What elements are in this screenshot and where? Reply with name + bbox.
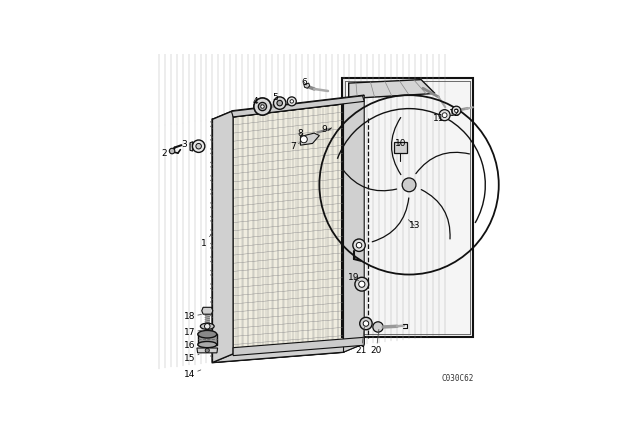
Circle shape — [170, 148, 175, 154]
Polygon shape — [198, 334, 217, 345]
Polygon shape — [232, 96, 364, 117]
Text: 7: 7 — [290, 142, 301, 151]
Ellipse shape — [198, 331, 217, 338]
Polygon shape — [212, 111, 233, 362]
Circle shape — [287, 97, 296, 106]
FancyArrowPatch shape — [392, 117, 401, 175]
Text: 3: 3 — [181, 140, 191, 149]
Text: 16: 16 — [184, 341, 198, 350]
Ellipse shape — [200, 323, 214, 329]
Polygon shape — [304, 83, 310, 88]
Circle shape — [300, 136, 307, 143]
Polygon shape — [202, 307, 212, 314]
Polygon shape — [233, 337, 364, 356]
Polygon shape — [212, 95, 364, 119]
Polygon shape — [212, 104, 344, 362]
Polygon shape — [300, 133, 319, 145]
Circle shape — [356, 242, 362, 248]
Text: 6: 6 — [301, 78, 307, 86]
Circle shape — [193, 140, 205, 152]
Text: 17: 17 — [184, 328, 203, 337]
Polygon shape — [344, 95, 364, 352]
Text: 12: 12 — [449, 108, 461, 117]
Circle shape — [363, 321, 369, 326]
Text: 21: 21 — [356, 327, 367, 355]
Text: 11: 11 — [433, 114, 445, 123]
Text: 5: 5 — [273, 94, 278, 103]
Circle shape — [205, 323, 210, 329]
FancyArrowPatch shape — [343, 170, 397, 191]
Text: 14: 14 — [184, 370, 201, 379]
Circle shape — [273, 97, 286, 109]
FancyArrowPatch shape — [416, 152, 470, 174]
Text: 4: 4 — [253, 97, 262, 106]
FancyArrowPatch shape — [372, 198, 409, 242]
Circle shape — [360, 317, 372, 330]
Text: 15: 15 — [184, 353, 199, 362]
Text: 13: 13 — [408, 220, 420, 230]
Circle shape — [402, 178, 416, 192]
Circle shape — [353, 239, 365, 251]
Circle shape — [442, 113, 447, 117]
Polygon shape — [197, 348, 218, 353]
Text: 8: 8 — [298, 129, 303, 138]
Text: 18: 18 — [184, 312, 202, 321]
Circle shape — [260, 105, 264, 108]
Circle shape — [373, 322, 383, 332]
Text: 9: 9 — [322, 125, 328, 134]
Circle shape — [452, 106, 461, 115]
Ellipse shape — [198, 341, 217, 348]
Circle shape — [355, 277, 369, 291]
Text: 2: 2 — [161, 149, 170, 158]
Text: 20: 20 — [371, 329, 382, 355]
Polygon shape — [394, 142, 406, 153]
Polygon shape — [190, 142, 193, 151]
Circle shape — [254, 98, 271, 115]
Circle shape — [205, 349, 209, 353]
Polygon shape — [349, 80, 435, 99]
Text: 19: 19 — [348, 273, 360, 283]
Polygon shape — [212, 344, 364, 362]
FancyArrowPatch shape — [421, 190, 450, 239]
Circle shape — [259, 103, 267, 111]
Circle shape — [439, 110, 450, 121]
Text: 1: 1 — [201, 234, 212, 248]
Circle shape — [290, 99, 294, 103]
Circle shape — [454, 109, 458, 112]
Polygon shape — [342, 78, 473, 336]
Text: C030C62: C030C62 — [441, 374, 474, 383]
Circle shape — [196, 143, 202, 149]
Circle shape — [358, 281, 365, 287]
Circle shape — [277, 100, 282, 106]
Text: 10: 10 — [395, 139, 406, 148]
